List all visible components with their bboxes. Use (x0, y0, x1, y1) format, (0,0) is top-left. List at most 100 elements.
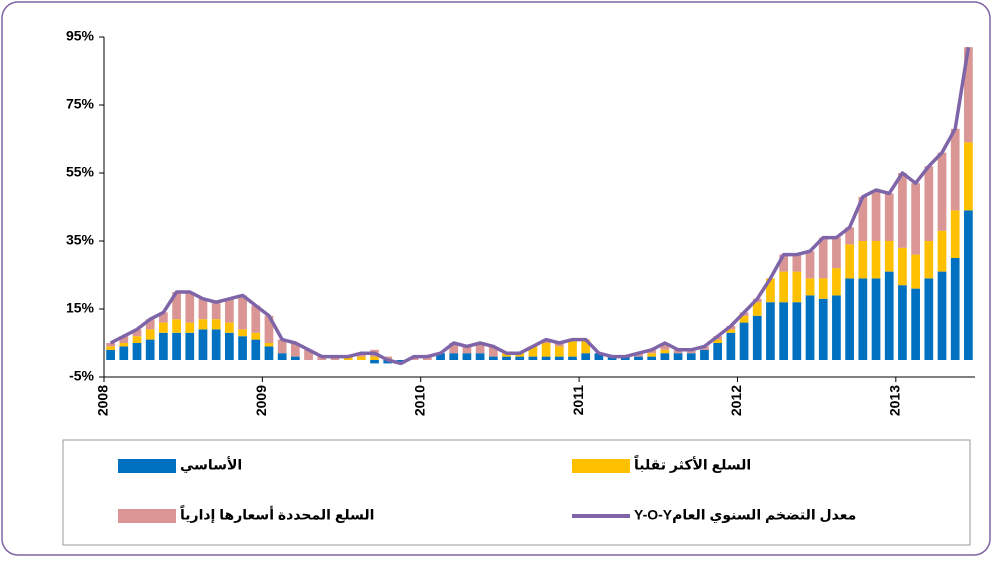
bar (686, 353, 696, 360)
bar (924, 241, 934, 279)
bar (106, 349, 115, 360)
bar (251, 332, 261, 340)
bar (528, 356, 538, 360)
bar (911, 288, 920, 360)
bar (752, 315, 762, 360)
y-tick-label: -5% (69, 368, 94, 384)
bar (291, 343, 300, 357)
bar (818, 278, 828, 299)
bar (554, 346, 564, 357)
bar (937, 230, 947, 272)
bar (805, 295, 815, 360)
bar (805, 251, 815, 279)
bar (818, 298, 828, 360)
bar (964, 210, 973, 360)
bar (898, 247, 907, 286)
bar (766, 278, 775, 303)
bar (660, 353, 670, 360)
bar (924, 166, 934, 241)
bar (172, 292, 181, 320)
bar (277, 353, 287, 360)
bar (238, 329, 247, 337)
bar (871, 241, 881, 279)
bar (264, 343, 274, 347)
bar (198, 329, 208, 360)
bar (950, 210, 960, 258)
bar (845, 278, 854, 360)
y-tick-label: 95% (66, 28, 95, 44)
bar (251, 339, 261, 360)
bar (211, 319, 221, 330)
bar (766, 302, 775, 360)
y-tick-label: 55% (66, 164, 95, 180)
bar (238, 336, 247, 360)
bar (713, 343, 723, 360)
bar (832, 237, 841, 269)
bar (792, 254, 802, 272)
bar (119, 346, 129, 360)
x-tick-label: 2011 (570, 385, 586, 416)
bar (488, 346, 498, 357)
bar (752, 302, 762, 316)
bar (818, 237, 828, 279)
bar (356, 356, 366, 360)
bar (647, 356, 657, 360)
bar (172, 319, 181, 333)
bar (211, 329, 221, 360)
bar (581, 353, 591, 360)
bar (937, 152, 947, 231)
bar (159, 312, 168, 323)
legend-swatch (118, 459, 176, 473)
bar (792, 271, 802, 303)
bar (898, 173, 907, 248)
bar (132, 329, 142, 337)
bar (554, 356, 564, 360)
bar (211, 302, 221, 320)
bar (225, 332, 234, 360)
bar (304, 349, 313, 360)
bar (370, 356, 379, 360)
bar (515, 356, 525, 360)
bar (779, 271, 788, 303)
bar (964, 47, 973, 143)
bar (106, 346, 115, 350)
bar (660, 349, 670, 354)
legend-label: Y-O-Yمعدل التضخم السنوي العام (634, 507, 856, 525)
line (109, 46, 971, 366)
bar (832, 295, 841, 360)
bar (462, 353, 472, 360)
bar (475, 343, 485, 354)
x-tick-label: 2013 (887, 385, 903, 416)
bar (251, 305, 261, 333)
bar (541, 356, 551, 360)
y-tick-label: 15% (66, 300, 95, 316)
x-tick-label: 2010 (411, 385, 427, 416)
bar (805, 278, 815, 296)
bar (277, 339, 287, 354)
bar (950, 258, 960, 360)
bar (884, 271, 894, 360)
bar (132, 336, 142, 343)
bar (568, 339, 577, 357)
bar (106, 343, 115, 347)
y-tick-label: 75% (66, 96, 95, 112)
bar (185, 292, 195, 323)
bar (185, 332, 195, 360)
bar (858, 278, 868, 360)
bar (159, 322, 168, 333)
bar (264, 346, 274, 360)
bar (132, 343, 142, 360)
bar (502, 356, 511, 360)
bar (172, 332, 181, 360)
bar (488, 356, 498, 360)
legend-label: السلع الأكثر تقلباً (634, 455, 751, 474)
bar (225, 298, 234, 323)
bar (581, 339, 591, 354)
bar (568, 356, 577, 360)
bar (145, 339, 155, 360)
bar (871, 190, 881, 241)
bar (726, 332, 736, 360)
bar (159, 332, 168, 360)
bar (779, 302, 788, 360)
bar (119, 336, 129, 343)
